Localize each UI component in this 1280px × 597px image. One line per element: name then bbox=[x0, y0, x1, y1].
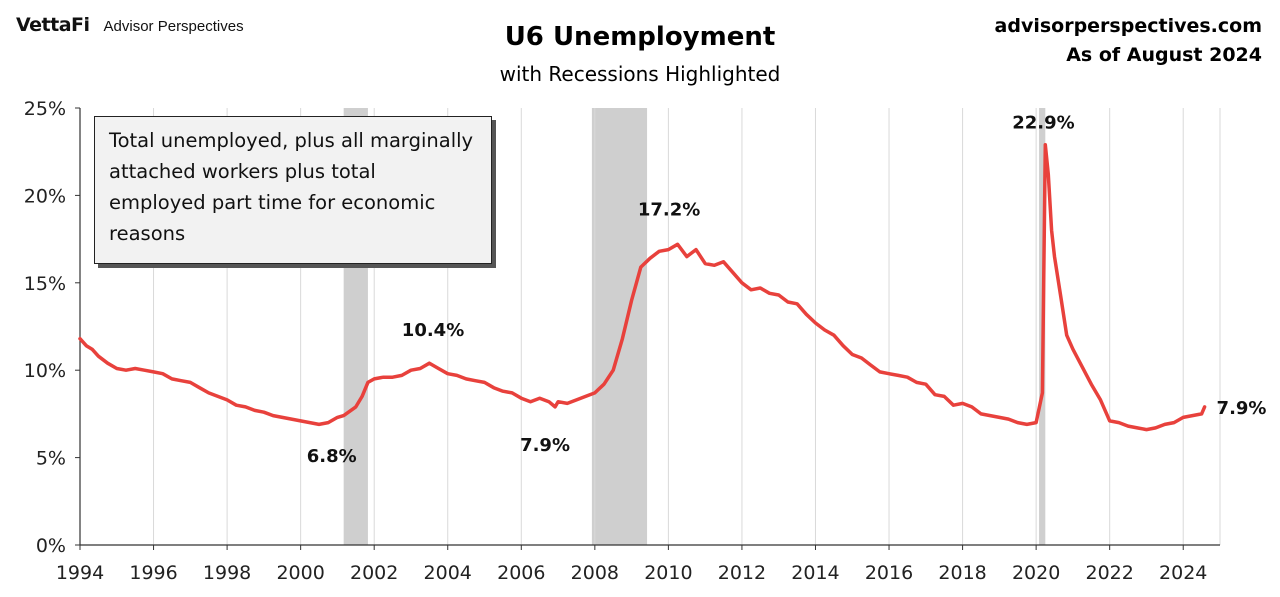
x-tick-label: 2012 bbox=[718, 562, 766, 584]
brand: VettaFi Advisor Perspectives bbox=[16, 14, 244, 36]
x-tick-label: 2024 bbox=[1159, 562, 1207, 584]
x-tick-label: 2004 bbox=[424, 562, 472, 584]
x-tick-label: 2006 bbox=[497, 562, 545, 584]
data-label: 22.9% bbox=[1012, 113, 1074, 134]
recession-band-1 bbox=[591, 108, 648, 545]
x-tick-label: 2018 bbox=[938, 562, 986, 584]
brand-name: Advisor Perspectives bbox=[103, 18, 244, 35]
series-layer bbox=[78, 142, 1207, 432]
y-tick-label: 0% bbox=[36, 535, 66, 557]
x-tick-label: 2010 bbox=[644, 562, 692, 584]
chart-subtitle: with Recessions Highlighted bbox=[499, 62, 781, 86]
annotation-labels: 6.8% 10.4% 7.9% 17.2% 22.9% 7.9% bbox=[307, 113, 1267, 467]
y-tick-label: 20% bbox=[24, 185, 66, 207]
y-tick-label: 15% bbox=[24, 273, 66, 295]
definition-note: Total unemployed, plus all marginally at… bbox=[94, 116, 492, 264]
y-tick-label: 5% bbox=[36, 448, 66, 470]
x-tick-label: 1994 bbox=[56, 562, 104, 584]
data-label: 10.4% bbox=[402, 320, 464, 341]
axes: 1994 1996 1998 2000 2002 2004 2006 2008 2010 2012… bbox=[24, 98, 1220, 584]
as-of-date: As of August 2024 bbox=[1066, 44, 1262, 66]
u6-series-line bbox=[78, 142, 1207, 432]
x-tick-label: 1998 bbox=[203, 562, 251, 584]
x-tick-label: 1996 bbox=[129, 562, 177, 584]
data-label: 7.9% bbox=[1217, 398, 1267, 419]
data-label: 17.2% bbox=[638, 199, 700, 220]
vettafi-logo: VettaFi bbox=[16, 14, 90, 36]
x-tick-label: 2016 bbox=[865, 562, 913, 584]
data-label: 7.9% bbox=[520, 435, 570, 456]
x-tick-label: 2002 bbox=[350, 562, 398, 584]
y-tick-label: 10% bbox=[24, 360, 66, 382]
x-tick-label: 2020 bbox=[1012, 562, 1060, 584]
x-tick-label: 2008 bbox=[571, 562, 619, 584]
source-site: advisorperspectives.com bbox=[994, 15, 1262, 37]
y-tick-label: 25% bbox=[24, 98, 66, 120]
x-tick-label: 2014 bbox=[791, 562, 839, 584]
x-tick-label: 2000 bbox=[276, 562, 324, 584]
chart-title: U6 Unemployment bbox=[504, 22, 776, 52]
data-label: 6.8% bbox=[307, 446, 357, 467]
source-block: advisorperspectives.com As of August 202… bbox=[995, 12, 1262, 70]
x-tick-label: 2022 bbox=[1085, 562, 1133, 584]
